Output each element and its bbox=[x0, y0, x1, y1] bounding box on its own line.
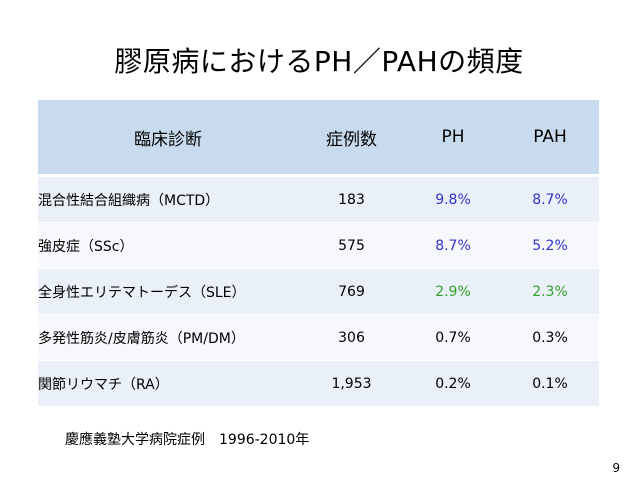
pah-cell: 0.3% bbox=[501, 314, 599, 361]
table-row: 混合性結合組織病（MCTD） 183 9.8% 8.7% bbox=[38, 175, 599, 223]
frequency-table: 臨床診断 症例数 PH PAH 混合性結合組織病（MCTD） 183 9.8% … bbox=[38, 100, 599, 406]
cases-cell: 306 bbox=[298, 314, 405, 361]
ph-cell: 0.2% bbox=[405, 360, 501, 406]
ph-cell: 9.8% bbox=[405, 175, 501, 223]
table-header-row: 臨床診断 症例数 PH PAH bbox=[38, 100, 599, 177]
cases-cell: 1,953 bbox=[298, 360, 405, 406]
header-cases: 症例数 bbox=[298, 100, 405, 177]
header-ph: PH bbox=[405, 100, 501, 177]
cases-cell: 769 bbox=[298, 268, 405, 315]
source-footnote: 慶應義塾大学病院症例 1996-2010年 bbox=[65, 432, 310, 448]
diagnosis-cell: 強皮症（SSc） bbox=[38, 222, 298, 269]
cases-cell: 183 bbox=[298, 175, 405, 223]
pah-cell: 5.2% bbox=[501, 222, 599, 269]
diagnosis-cell: 関節リウマチ（RA） bbox=[38, 360, 298, 406]
slide-title: 膠原病におけるPH／PAHの頻度 bbox=[114, 45, 524, 78]
page-number: 9 bbox=[612, 461, 620, 475]
ph-cell: 2.9% bbox=[405, 268, 501, 315]
diagnosis-cell: 多発性筋炎/皮膚筋炎（PM/DM） bbox=[38, 314, 298, 361]
table-row: 多発性筋炎/皮膚筋炎（PM/DM） 306 0.7% 0.3% bbox=[38, 314, 599, 361]
table-row: 関節リウマチ（RA） 1,953 0.2% 0.1% bbox=[38, 360, 599, 406]
header-pah: PAH bbox=[501, 100, 599, 177]
pah-cell: 2.3% bbox=[501, 268, 599, 315]
pah-cell: 8.7% bbox=[501, 175, 599, 223]
diagnosis-cell: 全身性エリテマトーデス（SLE） bbox=[38, 268, 298, 315]
ph-cell: 8.7% bbox=[405, 222, 501, 269]
table-row: 強皮症（SSc） 575 8.7% 5.2% bbox=[38, 222, 599, 269]
diagnosis-cell: 混合性結合組織病（MCTD） bbox=[38, 175, 298, 223]
header-diagnosis: 臨床診断 bbox=[38, 100, 298, 177]
cases-cell: 575 bbox=[298, 222, 405, 269]
pah-cell: 0.1% bbox=[501, 360, 599, 406]
ph-cell: 0.7% bbox=[405, 314, 501, 361]
table-row: 全身性エリテマトーデス（SLE） 769 2.9% 2.3% bbox=[38, 268, 599, 315]
